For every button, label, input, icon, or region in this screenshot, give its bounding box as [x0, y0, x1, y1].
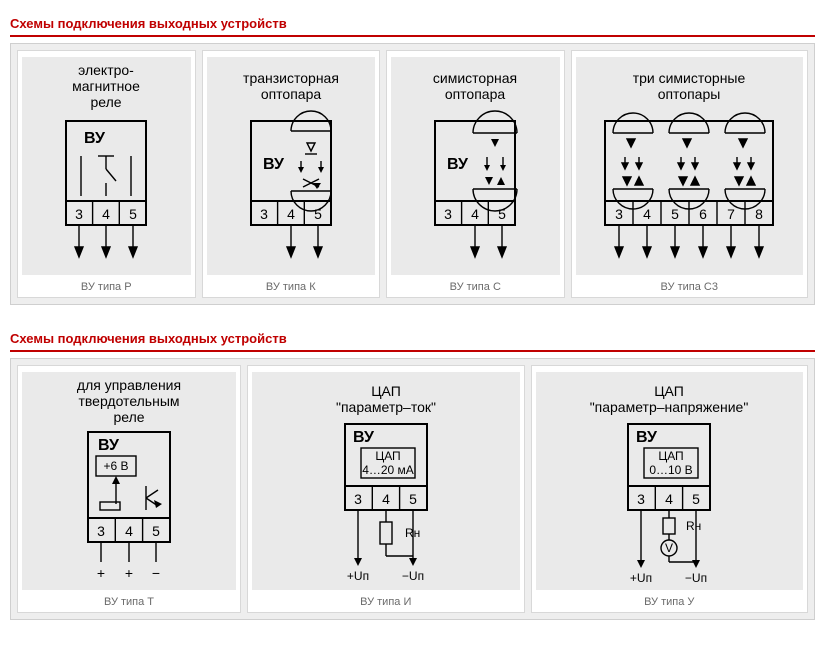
caption-transistor-opto: ВУ типа К — [266, 275, 316, 293]
cell-transistor-opto: транзисторная оптопара ВУ — [202, 50, 381, 298]
svg-text:4…20 мА: 4…20 мА — [362, 463, 414, 477]
svg-text:ЦАП: ЦАП — [654, 383, 684, 399]
svg-text:3: 3 — [97, 523, 105, 539]
svg-text:5: 5 — [498, 206, 506, 222]
svg-text:3: 3 — [615, 206, 623, 222]
diagram-triple-triac: три симисторные оптопары — [576, 57, 803, 275]
svg-text:4: 4 — [643, 206, 651, 222]
svg-text:для управления: для управления — [77, 377, 181, 393]
svg-text:оптопара: оптопара — [445, 86, 506, 102]
svg-text:3: 3 — [354, 491, 362, 507]
svg-text:3: 3 — [75, 206, 83, 222]
svg-text:ВУ: ВУ — [84, 130, 106, 147]
diagram-dac-current: ЦАП "параметр–ток" ВУ ЦАП 4…20 мА 3 4 5 … — [252, 372, 520, 590]
svg-text:оптопары: оптопары — [658, 86, 721, 102]
svg-text:реле: реле — [91, 94, 122, 110]
caption-dac-current: ВУ типа И — [360, 590, 411, 608]
svg-text:твердотельным: твердотельным — [78, 393, 179, 409]
svg-text:ВУ: ВУ — [636, 429, 658, 446]
cell-triple-triac: три симисторные оптопары — [571, 50, 808, 298]
caption-ssr: ВУ типа Т — [104, 590, 154, 608]
svg-text:4: 4 — [471, 206, 479, 222]
svg-text:электро-: электро- — [78, 62, 134, 78]
caption-triac-opto: ВУ типа С — [450, 275, 501, 293]
section2-title: Схемы подключения выходных устройств — [10, 325, 815, 352]
section2-panel: для управления твердотельным реле ВУ +6 … — [10, 358, 815, 620]
svg-text:три симисторные: три симисторные — [633, 70, 746, 86]
svg-text:3: 3 — [637, 491, 645, 507]
cell-dac-current: ЦАП "параметр–ток" ВУ ЦАП 4…20 мА 3 4 5 … — [247, 365, 525, 613]
caption-dac-voltage: ВУ типа У — [644, 590, 694, 608]
svg-text:5: 5 — [314, 206, 322, 222]
svg-text:"параметр–ток": "параметр–ток" — [336, 399, 436, 415]
svg-text:реле: реле — [113, 409, 144, 425]
cell-relay: электро- магнитное реле ВУ 3 4 5 — [17, 50, 196, 298]
section1-title: Схемы подключения выходных устройств — [10, 10, 815, 37]
diagram-triac-opto: симисторная оптопара ВУ — [391, 57, 560, 275]
svg-text:4: 4 — [665, 491, 673, 507]
svg-text:ВУ: ВУ — [98, 437, 120, 454]
svg-text:4: 4 — [382, 491, 390, 507]
svg-text:5: 5 — [692, 491, 700, 507]
svg-text:ЦАП: ЦАП — [371, 383, 401, 399]
svg-text:ЦАП: ЦАП — [375, 449, 400, 463]
svg-text:ВУ: ВУ — [353, 429, 375, 446]
svg-text:3: 3 — [444, 206, 452, 222]
svg-text:+Uп: +Uп — [630, 571, 652, 585]
svg-text:0…10 В: 0…10 В — [650, 463, 693, 477]
caption-relay: ВУ типа Р — [81, 275, 132, 293]
svg-text:−Uп: −Uп — [402, 569, 424, 583]
svg-text:V: V — [665, 541, 673, 555]
svg-text:4: 4 — [287, 206, 295, 222]
svg-text:ЦАП: ЦАП — [659, 449, 684, 463]
svg-text:"параметр–напряжение": "параметр–напряжение" — [590, 399, 749, 415]
svg-text:4: 4 — [125, 523, 133, 539]
diagram-relay: электро- магнитное реле ВУ 3 4 5 — [22, 57, 191, 275]
caption-triple-triac: ВУ типа С3 — [661, 275, 718, 293]
svg-text:+: + — [97, 565, 105, 581]
svg-text:3: 3 — [260, 206, 268, 222]
svg-text:ВУ: ВУ — [263, 156, 285, 173]
svg-text:Rн: Rн — [686, 519, 701, 533]
svg-text:8: 8 — [755, 206, 763, 222]
svg-text:+: + — [125, 565, 133, 581]
diagram-transistor-opto: транзисторная оптопара ВУ — [207, 57, 376, 275]
cell-dac-voltage: ЦАП "параметр–напряжение" ВУ ЦАП 0…10 В … — [531, 365, 809, 613]
svg-text:5: 5 — [152, 523, 160, 539]
svg-text:магнитное: магнитное — [72, 78, 140, 94]
svg-text:оптопара: оптопара — [261, 86, 322, 102]
svg-text:7: 7 — [727, 206, 735, 222]
cell-ssr: для управления твердотельным реле ВУ +6 … — [17, 365, 241, 613]
svg-text:+Uп: +Uп — [347, 569, 369, 583]
svg-text:−: − — [152, 565, 160, 581]
svg-text:−Uп: −Uп — [685, 571, 707, 585]
diagram-ssr: для управления твердотельным реле ВУ +6 … — [22, 372, 236, 590]
svg-text:6: 6 — [699, 206, 707, 222]
svg-text:5: 5 — [671, 206, 679, 222]
cell-triac-opto: симисторная оптопара ВУ — [386, 50, 565, 298]
svg-text:транзисторная: транзисторная — [243, 70, 339, 86]
diagram-dac-voltage: ЦАП "параметр–напряжение" ВУ ЦАП 0…10 В … — [536, 372, 804, 590]
svg-text:4: 4 — [102, 206, 110, 222]
svg-text:5: 5 — [129, 206, 137, 222]
svg-text:5: 5 — [409, 491, 417, 507]
section1-panel: электро- магнитное реле ВУ 3 4 5 — [10, 43, 815, 305]
svg-text:+6 В: +6 В — [103, 459, 128, 473]
svg-text:ВУ: ВУ — [447, 156, 469, 173]
svg-text:симисторная: симисторная — [433, 70, 517, 86]
